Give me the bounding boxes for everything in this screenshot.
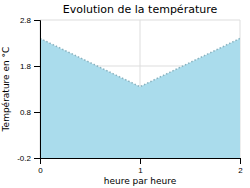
grid — [40, 20, 240, 158]
tick-label: 1 — [138, 166, 143, 175]
title: Evolution de la température — [63, 3, 218, 16]
y-label: Température en °C — [1, 47, 11, 133]
tick-label: -0.2 — [17, 154, 31, 163]
tick: 0 — [38, 158, 43, 175]
x-label: heure par heure — [104, 176, 177, 186]
tick: 2.8 — [20, 16, 40, 25]
tick-label: 0 — [38, 166, 43, 175]
tick-mark — [240, 158, 241, 164]
x-axis: 0 1 2 — [38, 158, 243, 175]
tick-mark — [34, 66, 40, 67]
line — [40, 38, 240, 86]
axis-line — [41, 159, 241, 165]
tick-label: 1.8 — [20, 62, 32, 71]
tick-mark — [34, 20, 40, 21]
axis-line — [34, 21, 41, 159]
grid-line — [40, 20, 240, 21]
area — [40, 38, 240, 158]
tick: -0.2 — [17, 154, 40, 163]
tick: 0.8 — [20, 108, 40, 117]
tick: 2 — [238, 158, 243, 175]
tick-label: 0.8 — [20, 108, 32, 117]
chart: 0 1 2 -0.2 0.8 1.8 2.8 Evolution de la températ… — [0, 0, 250, 188]
tick-mark — [140, 158, 141, 164]
marks — [40, 38, 240, 158]
plot: 0 1 2 -0.2 0.8 1.8 2.8 — [17, 16, 243, 175]
tick-mark — [34, 158, 40, 159]
y-axis: -0.2 0.8 1.8 2.8 — [17, 16, 40, 163]
tick: 1.8 — [20, 62, 40, 71]
tick: 1 — [138, 158, 143, 175]
tick-label: 2 — [238, 166, 243, 175]
tick-mark — [34, 112, 40, 113]
tick-label: 2.8 — [20, 16, 32, 25]
